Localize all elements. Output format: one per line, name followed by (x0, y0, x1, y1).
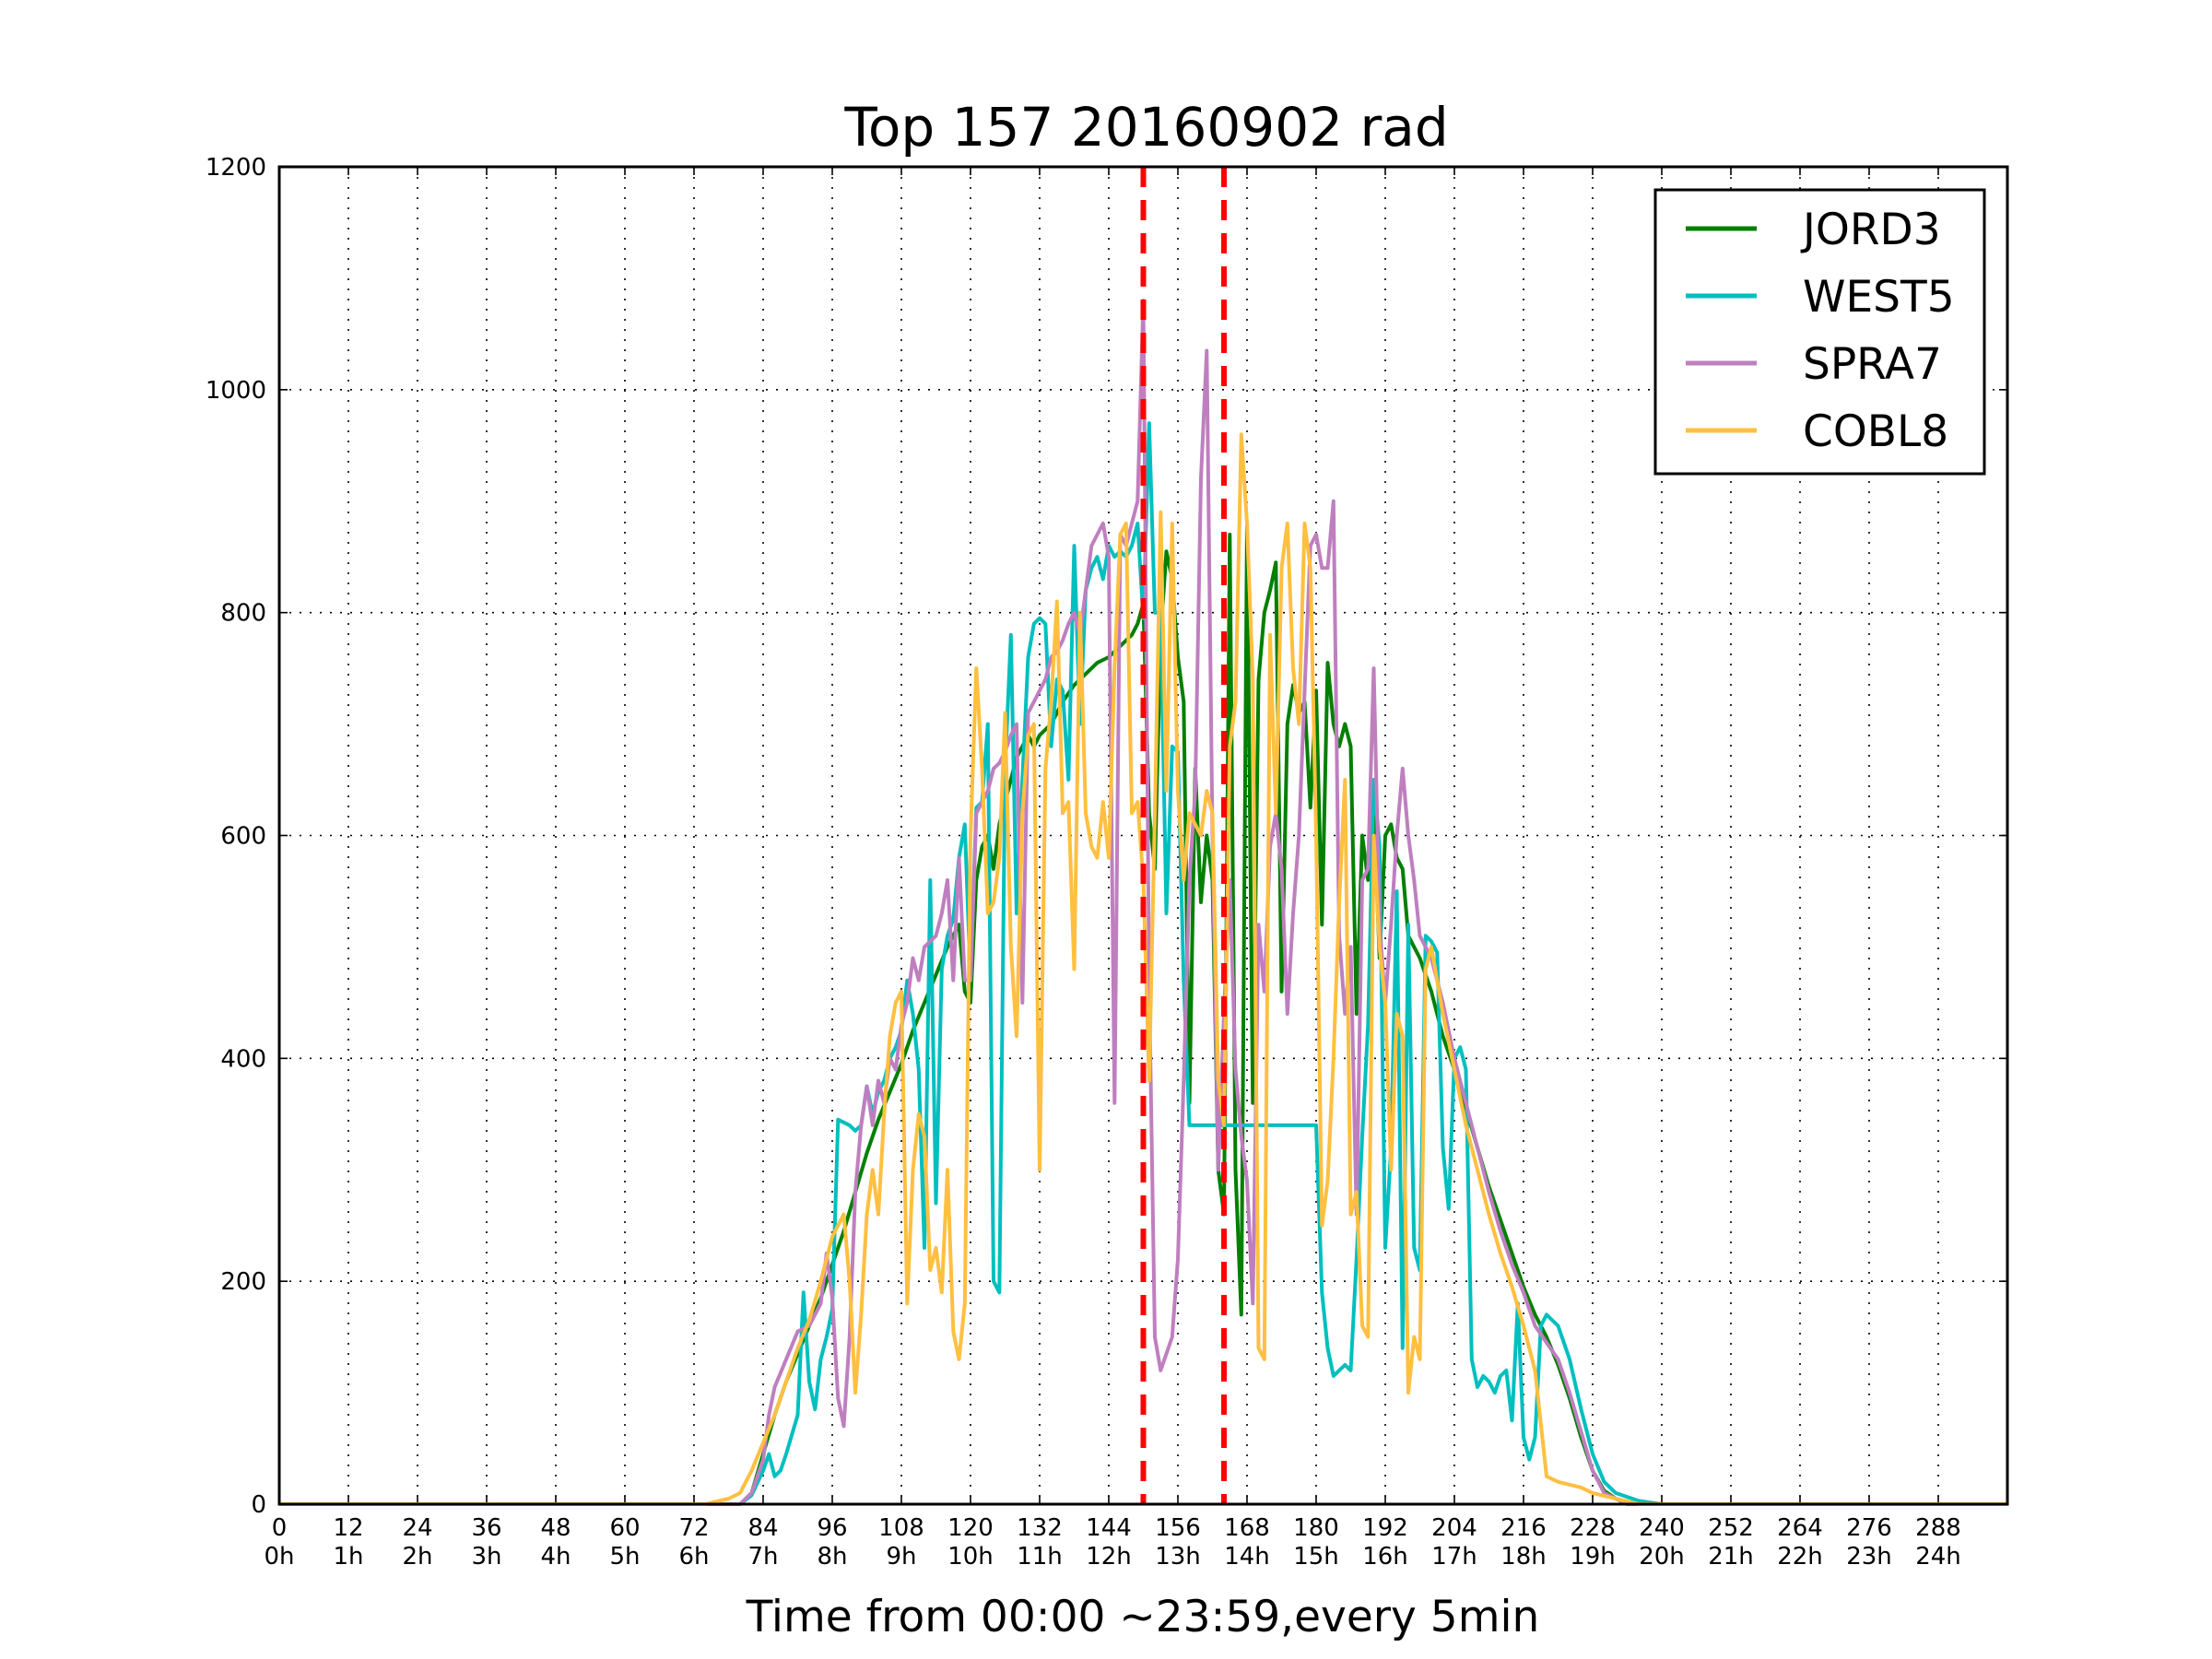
x-tick-label: 108 (878, 1514, 924, 1542)
x-tick-hour-label: 17h (1431, 1543, 1477, 1571)
y-tick-label: 600 (220, 823, 266, 851)
x-tick-hour-label: 20h (1639, 1543, 1685, 1571)
x-tick-hour-label: 0h (264, 1543, 294, 1571)
x-tick-label: 36 (471, 1514, 501, 1542)
x-tick-label: 96 (817, 1514, 847, 1542)
x-tick-label: 12 (333, 1514, 363, 1542)
x-tick-hour-label: 3h (471, 1543, 501, 1571)
legend-entry-label: COBL8 (1803, 406, 1948, 457)
axis-ticks: 00h121h242h363h484h605h726h847h968h1089h… (206, 154, 2007, 1571)
x-tick-hour-label: 12h (1086, 1543, 1132, 1571)
series-line-cobl8 (279, 432, 2007, 1506)
reference-lines (1140, 167, 1227, 1504)
x-tick-label: 228 (1570, 1514, 1616, 1542)
x-tick-hour-label: 10h (947, 1543, 994, 1571)
x-tick-hour-label: 7h (747, 1543, 778, 1571)
y-tick-label: 200 (220, 1268, 266, 1296)
x-tick-hour-label: 19h (1570, 1543, 1616, 1571)
x-tick-hour-label: 15h (1293, 1543, 1339, 1571)
chart-title: Top 157 20160902 rad (843, 96, 1448, 159)
x-tick-label: 60 (609, 1514, 640, 1542)
plot-area-frame (277, 165, 2009, 1506)
y-tick-label: 400 (220, 1045, 266, 1073)
x-tick-hour-label: 16h (1362, 1543, 1408, 1571)
legend: JORD3 WEST5 SPRA7 COBL8 (1653, 188, 1986, 476)
x-tick-label: 252 (1708, 1514, 1754, 1542)
x-tick-label: 132 (1017, 1514, 1063, 1542)
x-tick-label: 240 (1639, 1514, 1685, 1542)
x-tick-hour-label: 13h (1155, 1543, 1201, 1571)
x-tick-label: 48 (540, 1514, 571, 1542)
x-tick-label: 84 (747, 1514, 778, 1542)
x-tick-hour-label: 23h (1846, 1543, 1892, 1571)
x-tick-hour-label: 6h (678, 1543, 709, 1571)
x-tick-label: 180 (1293, 1514, 1339, 1542)
x-tick-hour-label: 21h (1708, 1543, 1754, 1571)
x-tick-hour-label: 24h (1915, 1543, 1961, 1571)
x-tick-hour-label: 18h (1500, 1543, 1547, 1571)
x-tick-label: 288 (1915, 1514, 1961, 1542)
x-tick-label: 204 (1431, 1514, 1477, 1542)
y-tick-label: 1000 (206, 377, 266, 405)
x-tick-label: 192 (1362, 1514, 1408, 1542)
x-tick-label: 216 (1500, 1514, 1547, 1542)
x-tick-hour-label: 8h (817, 1543, 847, 1571)
x-tick-label: 144 (1086, 1514, 1132, 1542)
x-axis-label: Time from 00:00 ~23:59,every 5min (746, 1592, 1540, 1642)
x-tick-hour-label: 2h (402, 1543, 432, 1571)
y-tick-label: 800 (220, 600, 266, 628)
x-tick-hour-label: 9h (886, 1543, 916, 1571)
y-tick-label: 1200 (206, 154, 266, 182)
x-tick-hour-label: 5h (609, 1543, 640, 1571)
x-tick-label: 24 (402, 1514, 432, 1542)
legend-entry-label: WEST5 (1803, 272, 1955, 323)
x-tick-label: 0 (272, 1514, 288, 1542)
series-lines (279, 299, 2007, 1506)
x-tick-label: 120 (947, 1514, 994, 1542)
x-tick-label: 168 (1224, 1514, 1270, 1542)
legend-box (1653, 188, 1986, 476)
x-tick-hour-label: 4h (540, 1543, 571, 1571)
x-tick-label: 72 (678, 1514, 709, 1542)
x-tick-hour-label: 14h (1224, 1543, 1270, 1571)
x-tick-hour-label: 11h (1017, 1543, 1063, 1571)
series-line-jord3 (279, 521, 2007, 1506)
x-tick-label: 276 (1846, 1514, 1892, 1542)
series-line-spra7 (279, 299, 2007, 1506)
legend-entry-label: JORD3 (1800, 205, 1941, 255)
x-tick-hour-label: 1h (333, 1543, 363, 1571)
x-tick-label: 156 (1155, 1514, 1201, 1542)
x-tick-label: 264 (1777, 1514, 1823, 1542)
x-tick-hour-label: 22h (1777, 1543, 1823, 1571)
y-tick-label: 0 (251, 1491, 266, 1519)
legend-entry-label: SPRA7 (1803, 339, 1942, 390)
